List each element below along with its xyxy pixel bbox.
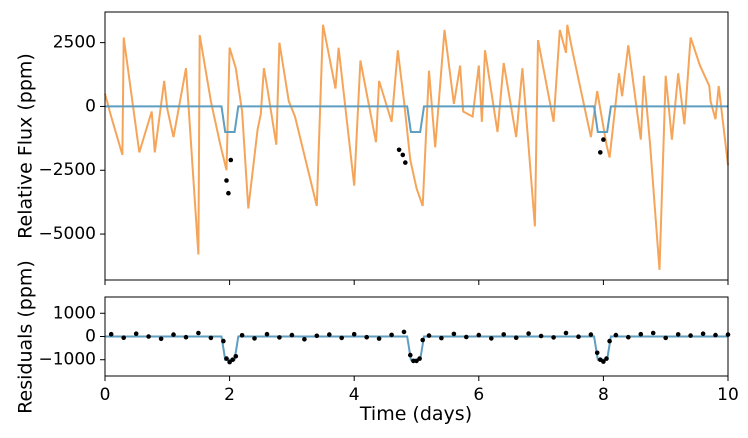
bottom-data-point [604,356,609,361]
top-y-tick-label: 0 [85,96,96,116]
bottom-data-points [108,329,731,365]
bottom-data-point [227,359,232,365]
top-x-ticks [104,280,729,285]
bottom-data-point [327,332,332,337]
x-axis-title: Time (days) [359,403,472,425]
bottom-data-point [476,332,482,338]
bottom-data-point [638,331,644,337]
bottom-x-tick-label: 10 [717,385,739,405]
bottom-model-lines [105,335,728,361]
bottom-data-point [501,332,507,337]
top-model-lines [104,24,729,270]
bottom-data-point [675,332,681,337]
bottom-y-tick-label: 0 [85,327,96,347]
bottom-data-point [277,335,282,340]
top-transit-model-line [105,105,728,133]
bottom-data-point [158,336,164,342]
top-data-point [228,157,234,163]
bottom-data-point [389,332,394,338]
bottom-y-axis-title: Residuals (ppm) [15,260,37,414]
bottom-data-point [339,335,345,341]
top-y-tick-label: −2500 [38,160,96,180]
top-y-tick-label: 2500 [53,33,96,53]
bottom-data-point [650,330,656,336]
bottom-data-point [688,333,693,338]
bottom-data-point [538,333,544,339]
bottom-data-point [513,335,519,341]
bottom-x-ticks: 0 2 4 6 8 10 [100,376,739,405]
bottom-data-point [133,331,139,337]
bottom-data-point [700,331,706,337]
bottom-data-point [464,334,469,340]
bottom-data-point [439,335,444,341]
bottom-transit-model-line [105,335,728,361]
bottom-x-tick-label: 0 [100,385,111,405]
top-y-ticks: 2500 0 −2500 −5000 [38,33,105,244]
bottom-data-point [576,334,581,340]
top-plot-frame [104,11,729,281]
bottom-data-point [601,359,606,364]
bottom-data-point [233,354,239,359]
bottom-data-point [364,334,370,340]
top-panel: 2500 0 −2500 −5000 Relative Flux (ppm) [15,11,729,285]
bottom-data-point [252,336,257,341]
bottom-data-point [401,329,407,335]
top-data-point [226,190,231,196]
bottom-data-point [420,337,426,343]
bottom-data-point [196,330,201,336]
bottom-data-point [563,330,569,336]
bottom-data-point [289,332,295,338]
bottom-data-point [146,334,151,339]
bottom-data-point [171,332,176,337]
bottom-data-point [663,335,668,341]
bottom-x-tick-label: 8 [598,385,609,405]
bottom-data-point [451,331,457,337]
top-full-model-line [104,24,729,270]
top-data-point [598,150,603,155]
bottom-data-point [121,335,126,341]
bottom-data-point [526,331,531,336]
bottom-x-tick-label: 4 [349,385,360,405]
bottom-data-point [314,333,320,339]
bottom-y-ticks: 1000 0 −1000 [38,303,105,370]
bottom-data-point [408,352,413,358]
bottom-data-point [607,338,612,344]
top-y-tick-label: −5000 [38,224,96,244]
bottom-data-point [221,338,226,344]
bottom-data-point [302,337,307,342]
bottom-data-point [376,336,382,341]
top-data-point [400,152,406,158]
bottom-x-tick-label: 2 [224,385,235,405]
bottom-data-point [626,334,631,340]
bottom-data-point [613,332,619,338]
top-data-point [396,147,402,153]
bottom-data-point [183,334,189,340]
top-data-point [403,160,408,165]
bottom-y-tick-label: 1000 [53,303,96,323]
top-data-point [224,178,229,183]
bottom-data-point [551,335,556,340]
bottom-data-point [264,331,270,337]
bottom-data-point [489,336,494,341]
bottom-x-tick-label: 6 [473,385,484,405]
bottom-data-point [417,356,422,361]
bottom-data-point [426,333,432,338]
top-y-axis-title: Relative Flux (ppm) [15,53,37,239]
bottom-data-point [588,332,594,337]
bottom-data-point [594,350,600,356]
bottom-data-point [239,333,245,338]
bottom-data-point [208,335,214,341]
bottom-data-point [224,356,229,361]
top-data-points [224,137,606,196]
bottom-data-point [713,332,718,338]
bottom-data-point [108,331,114,337]
bottom-data-point [351,331,357,337]
bottom-data-point [230,357,235,363]
bottom-y-tick-label: −1000 [38,350,96,370]
top-data-point [601,137,606,142]
